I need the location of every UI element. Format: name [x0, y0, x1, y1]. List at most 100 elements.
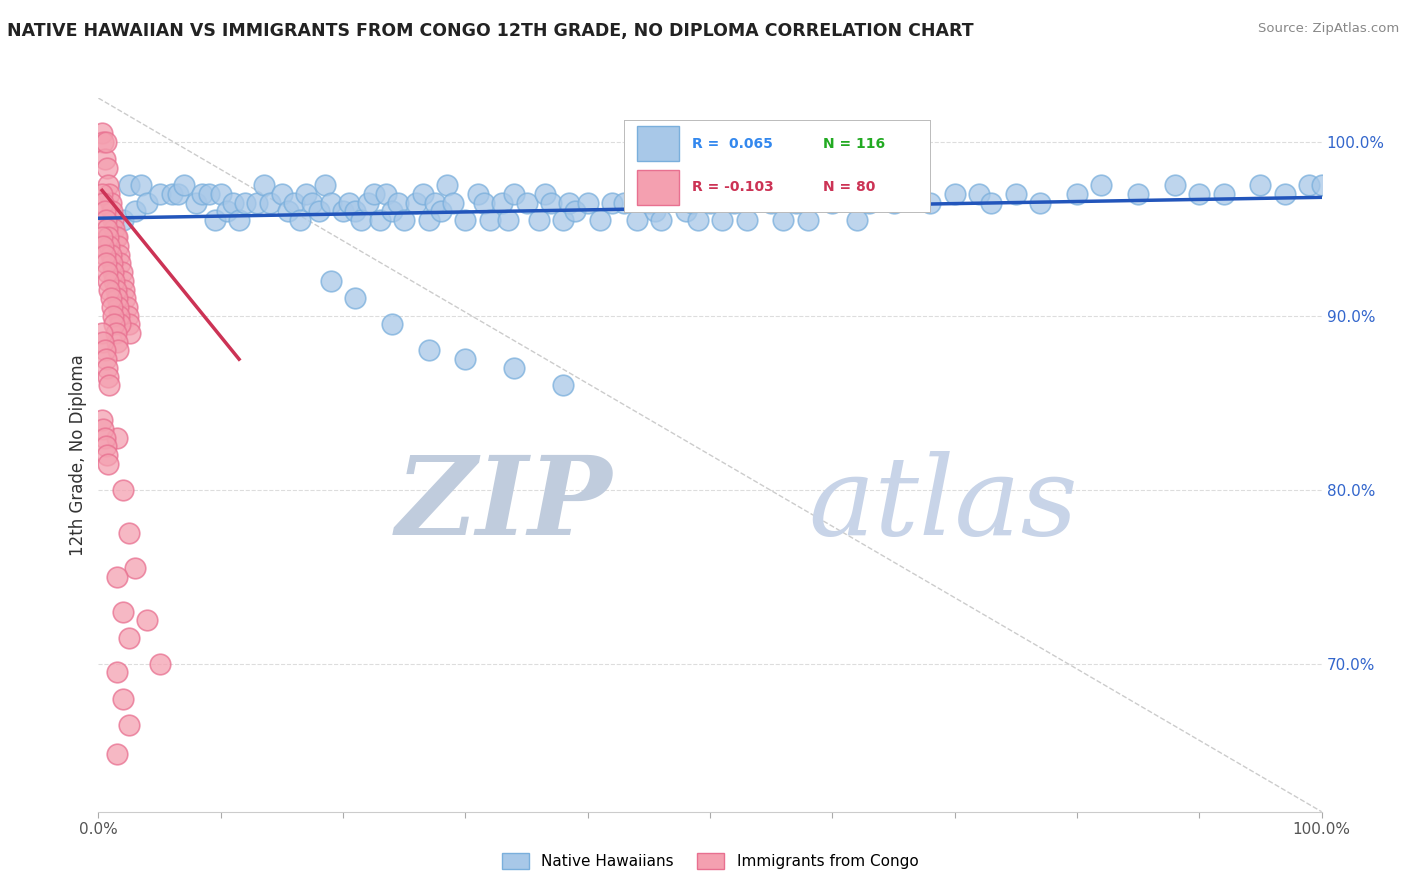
Point: [222, 195, 245, 210]
Point: [675, 204, 697, 219]
Point: [980, 195, 1002, 210]
Point: [638, 195, 661, 210]
Point: [173, 178, 195, 193]
Text: ZIP: ZIP: [395, 451, 612, 558]
Point: [600, 195, 623, 210]
Point: [467, 186, 489, 201]
Point: [108, 309, 131, 323]
Point: [1090, 178, 1112, 193]
Point: [772, 213, 794, 227]
Text: NATIVE HAWAIIAN VS IMMIGRANTS FROM CONGO 12TH GRADE, NO DIPLOMA CORRELATION CHAR: NATIVE HAWAIIAN VS IMMIGRANTS FROM CONGO…: [7, 22, 973, 40]
Point: [93, 248, 115, 262]
Point: [111, 213, 134, 227]
Point: [110, 318, 132, 332]
Point: [883, 195, 905, 210]
Point: [405, 195, 427, 210]
Point: [613, 195, 636, 210]
Point: [94, 352, 117, 367]
Point: [283, 195, 305, 210]
Point: [100, 291, 122, 305]
Point: [104, 283, 127, 297]
Point: [101, 256, 124, 270]
Point: [101, 213, 124, 227]
Point: [93, 343, 115, 358]
Point: [337, 195, 360, 210]
Point: [423, 195, 446, 210]
Point: [845, 213, 868, 227]
Point: [392, 213, 416, 227]
Point: [93, 204, 115, 219]
Point: [662, 186, 685, 201]
Point: [118, 526, 141, 541]
Point: [252, 178, 274, 193]
Point: [107, 239, 129, 253]
Point: [105, 570, 128, 584]
Point: [564, 204, 586, 219]
Point: [112, 283, 135, 297]
Point: [124, 204, 146, 219]
Point: [103, 318, 125, 332]
Point: [558, 195, 581, 210]
Point: [1249, 178, 1271, 193]
Point: [246, 195, 269, 210]
Point: [534, 186, 557, 201]
Point: [363, 186, 385, 201]
Point: [314, 178, 336, 193]
Point: [101, 204, 124, 219]
Point: [91, 413, 114, 427]
Point: [204, 213, 226, 227]
Point: [103, 221, 125, 235]
Point: [105, 430, 128, 444]
Point: [111, 265, 134, 279]
Point: [418, 343, 440, 358]
Point: [105, 747, 128, 762]
Point: [711, 213, 734, 227]
Point: [259, 195, 281, 210]
Point: [91, 135, 114, 149]
Text: R = -0.103: R = -0.103: [692, 180, 773, 194]
Point: [98, 239, 121, 253]
Point: [381, 318, 404, 332]
Point: [111, 274, 134, 288]
Point: [478, 213, 501, 227]
Text: N = 116: N = 116: [823, 136, 886, 151]
Point: [104, 230, 127, 244]
Point: [858, 195, 880, 210]
Point: [387, 195, 409, 210]
Point: [308, 204, 330, 219]
Point: [332, 204, 354, 219]
Point: [120, 326, 142, 340]
Point: [319, 195, 342, 210]
Point: [96, 360, 118, 375]
Point: [149, 657, 172, 671]
Point: [441, 195, 464, 210]
Point: [101, 300, 124, 314]
Point: [98, 186, 121, 201]
Point: [97, 369, 120, 384]
Point: [430, 204, 453, 219]
Point: [215, 204, 238, 219]
Point: [748, 186, 770, 201]
Legend: Native Hawaiians, Immigrants from Congo: Native Hawaiians, Immigrants from Congo: [495, 847, 925, 875]
Point: [118, 717, 141, 731]
Point: [723, 195, 745, 210]
Point: [105, 665, 128, 680]
Point: [344, 204, 367, 219]
Point: [91, 186, 114, 201]
Point: [412, 186, 434, 201]
Point: [94, 439, 117, 453]
Point: [91, 326, 114, 340]
Point: [686, 213, 709, 227]
Point: [1310, 178, 1333, 193]
Point: [301, 195, 323, 210]
Point: [319, 274, 342, 288]
Point: [94, 135, 117, 149]
Point: [644, 204, 666, 219]
Point: [115, 300, 138, 314]
Point: [540, 195, 562, 210]
Point: [117, 309, 139, 323]
Point: [105, 230, 128, 244]
Text: Source: ZipAtlas.com: Source: ZipAtlas.com: [1258, 22, 1399, 36]
Point: [1164, 178, 1187, 193]
Point: [111, 483, 134, 497]
